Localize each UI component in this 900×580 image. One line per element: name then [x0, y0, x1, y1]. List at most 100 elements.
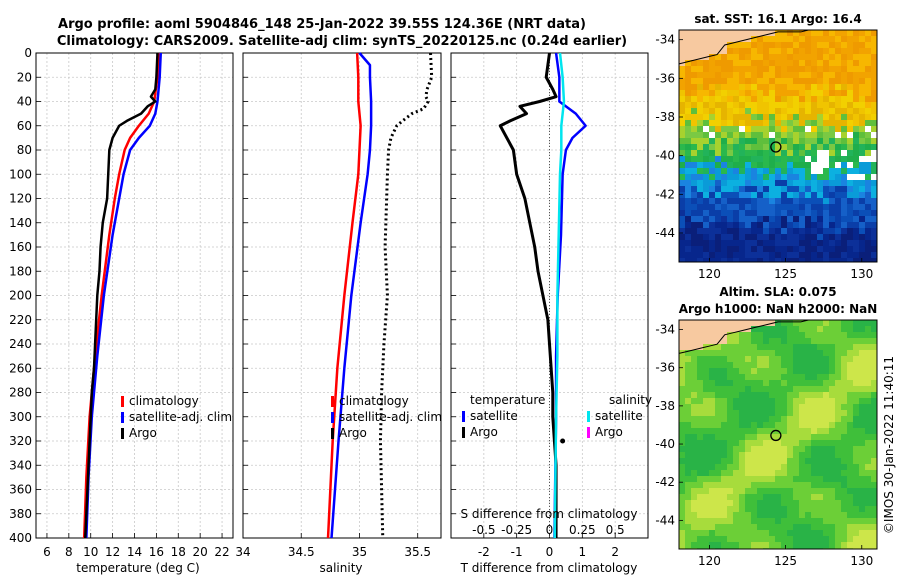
map-cell	[841, 362, 847, 368]
map-cell	[721, 210, 727, 216]
map-cell	[727, 228, 733, 234]
map-cell	[865, 518, 871, 524]
map-cell	[727, 90, 733, 96]
map-cell	[691, 126, 697, 132]
map-cell	[751, 470, 757, 476]
map-cell	[703, 380, 709, 386]
map-cell	[805, 392, 811, 398]
map-cell	[823, 72, 829, 78]
map-cell	[709, 84, 715, 90]
map-cell	[679, 410, 685, 416]
map-cell	[865, 434, 871, 440]
map-cell	[859, 476, 865, 482]
map-cell	[841, 180, 847, 186]
map-cell	[733, 416, 739, 422]
map-cell	[727, 404, 733, 410]
map-cell	[709, 530, 715, 536]
map-cell	[703, 96, 709, 102]
map-cell	[721, 126, 727, 132]
map-cell	[799, 60, 805, 66]
map-cell	[727, 488, 733, 494]
map-cell	[793, 168, 799, 174]
map-cell	[679, 380, 685, 386]
map-cell	[865, 398, 871, 404]
map-cell	[781, 332, 787, 338]
map-cell	[685, 180, 691, 186]
map-cell	[685, 488, 691, 494]
map-cell	[715, 404, 721, 410]
map-cell	[769, 78, 775, 84]
map-cell	[721, 416, 727, 422]
map-cell	[739, 72, 745, 78]
map-cell	[727, 542, 733, 548]
legend-label-argo: Argo	[339, 426, 367, 440]
map-cell	[739, 90, 745, 96]
map-cell	[679, 198, 685, 204]
map-cell	[871, 240, 877, 246]
difference-legend: temperature salinity satellite Argo sate…	[462, 393, 652, 439]
map-cell	[835, 494, 841, 500]
map-cell	[745, 476, 751, 482]
map-cell	[805, 320, 811, 326]
map-cell	[787, 410, 793, 416]
map-cell	[817, 500, 823, 506]
map-cell	[703, 30, 709, 36]
map-cell	[841, 96, 847, 102]
map-cell	[793, 144, 799, 150]
map-cell	[769, 470, 775, 476]
series-line-satellite-adj-clim	[85, 52, 163, 539]
map-cell	[775, 72, 781, 78]
map-cell	[685, 168, 691, 174]
map-cell	[799, 198, 805, 204]
map-cell	[823, 500, 829, 506]
map-cell	[703, 404, 709, 410]
map-cell	[721, 168, 727, 174]
map-cell	[679, 524, 685, 530]
map-cell	[745, 198, 751, 204]
map-cell	[871, 138, 877, 144]
map-cell	[829, 404, 835, 410]
map-cell	[793, 416, 799, 422]
map-cell	[721, 530, 727, 536]
map-cell	[715, 96, 721, 102]
map-cell	[679, 362, 685, 368]
map-cell	[763, 144, 769, 150]
map-cell	[859, 48, 865, 54]
map-cell	[751, 228, 757, 234]
map-cell	[787, 350, 793, 356]
map-cell	[757, 90, 763, 96]
map-cell	[721, 54, 727, 60]
map-cell	[721, 48, 727, 54]
map-cell	[769, 90, 775, 96]
map-cell	[727, 204, 733, 210]
map-cell	[691, 234, 697, 240]
map-cell	[817, 168, 823, 174]
map-cell	[679, 246, 685, 252]
map-cell	[811, 156, 817, 162]
map-cell	[691, 458, 697, 464]
map-cell	[859, 512, 865, 518]
map-cell	[805, 246, 811, 252]
map-cell	[745, 434, 751, 440]
map-cell	[793, 386, 799, 392]
map-cell	[769, 72, 775, 78]
map-cell	[697, 362, 703, 368]
map-cell	[841, 518, 847, 524]
map-cell	[787, 506, 793, 512]
map-cell	[757, 362, 763, 368]
map-cell	[799, 102, 805, 108]
map-cell	[811, 422, 817, 428]
map-cell	[757, 452, 763, 458]
map-cell	[727, 446, 733, 452]
map-cell	[709, 108, 715, 114]
map-cell	[751, 216, 757, 222]
map-cell	[781, 500, 787, 506]
map-cell	[709, 246, 715, 252]
map-cell	[727, 156, 733, 162]
map-cell	[715, 180, 721, 186]
map-cell	[757, 386, 763, 392]
map-cell	[697, 482, 703, 488]
map-cell	[685, 84, 691, 90]
map-cell	[775, 156, 781, 162]
map-cell	[727, 234, 733, 240]
